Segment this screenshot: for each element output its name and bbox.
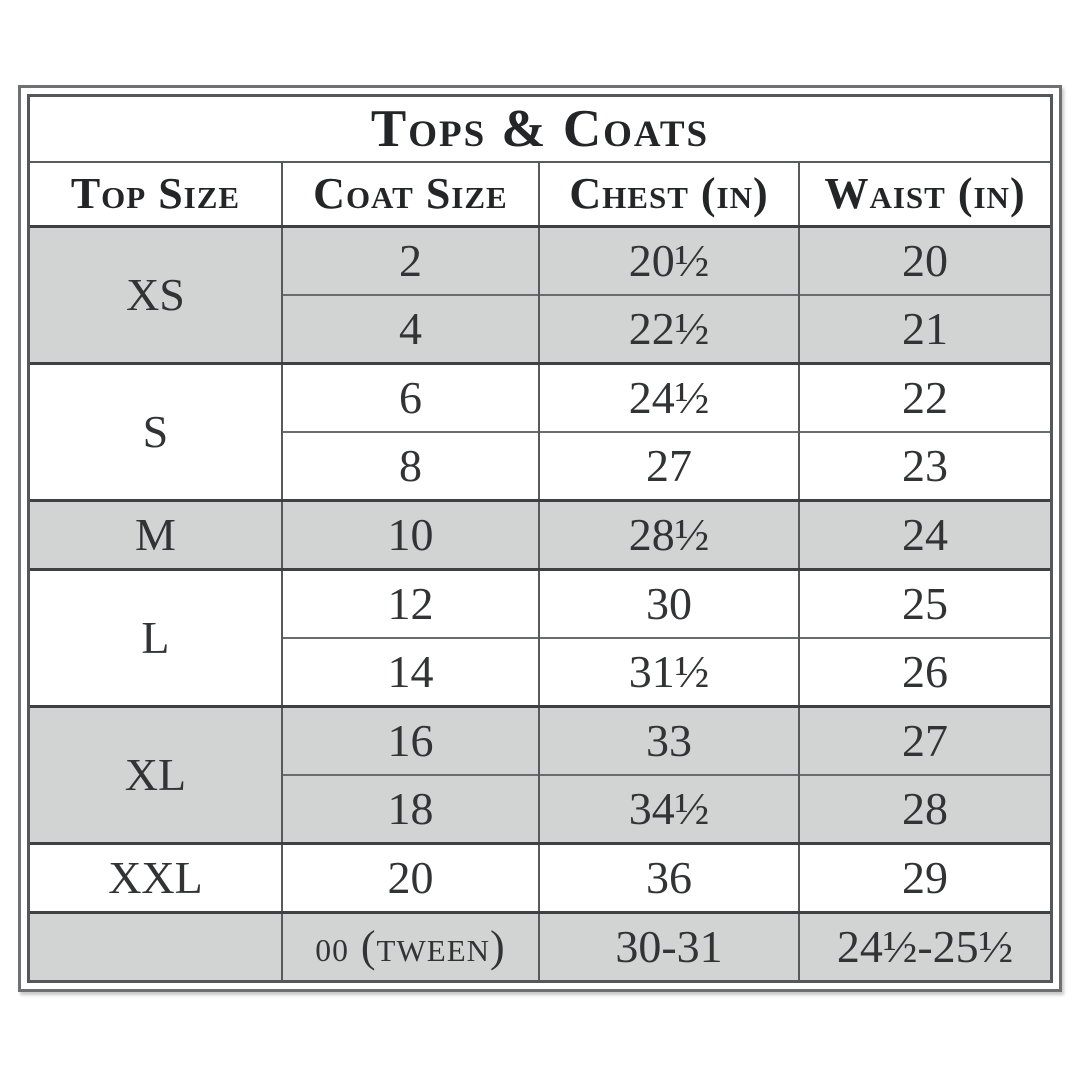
waist-cell: 29	[798, 842, 1050, 913]
chest-cell: 20½	[537, 225, 800, 295]
chart-outer-frame: Tops & Coats Top Size Coat Size Chest (i…	[18, 85, 1062, 992]
coat-size-cell: 8	[280, 431, 539, 501]
table-row: M 10 28½ 24	[30, 499, 1050, 570]
chest-cell: 24½	[537, 362, 800, 432]
coat-size-cell: 10	[280, 499, 539, 570]
column-header-waist: Waist (in)	[798, 162, 1050, 228]
top-size-cell: XS	[30, 225, 282, 364]
waist-cell: 23	[798, 431, 1050, 501]
top-size-cell: XXL	[30, 842, 282, 913]
top-size-cell: M	[30, 499, 282, 570]
top-size-cell: L	[30, 568, 282, 707]
coat-size-cell: 2	[280, 225, 539, 295]
chest-cell: 31½	[537, 637, 800, 707]
waist-cell: 22	[798, 362, 1050, 432]
table-row: 8 27 23	[30, 431, 1050, 501]
top-size-cell	[30, 911, 282, 980]
coat-size-cell: 12	[280, 568, 539, 638]
table-row: XL 16 33 27	[30, 705, 1050, 844]
column-header-chest: Chest (in)	[537, 162, 800, 228]
table-row: L 12 30 25	[30, 568, 1050, 707]
waist-cell: 28	[798, 774, 1050, 844]
chest-cell: 33	[537, 705, 800, 775]
chest-cell: 28½	[537, 499, 800, 570]
chart-title: Tops & Coats	[30, 97, 1050, 163]
waist-cell: 25	[798, 568, 1050, 638]
top-size-cell: XL	[30, 705, 282, 844]
waist-cell: 24½-25½	[798, 911, 1050, 980]
top-size-cell: S	[30, 362, 282, 501]
coat-size-cell: 6	[280, 362, 539, 432]
chest-cell: 22½	[537, 294, 800, 364]
coat-size-cell: 16	[280, 705, 539, 775]
coat-size-cell: 14	[280, 637, 539, 707]
table-row: 18 34½ 28	[30, 774, 1050, 844]
table-row: XXL 20 36 29	[30, 842, 1050, 913]
size-chart-table: Tops & Coats Top Size Coat Size Chest (i…	[30, 97, 1050, 980]
coat-size-cell: 00 (tween)	[280, 911, 539, 980]
table-row: XS 2 20½ 20	[30, 225, 1050, 364]
table-row: 00 (tween) 30-31 24½-25½	[30, 911, 1050, 980]
table-row: S 6 24½ 22	[30, 362, 1050, 501]
chest-cell: 27	[537, 431, 800, 501]
waist-cell: 20	[798, 225, 1050, 295]
chest-cell: 30	[537, 568, 800, 638]
chest-cell: 36	[537, 842, 800, 913]
tween-size-value: 00	[315, 933, 349, 968]
header-row: Top Size Coat Size Chest (in) Waist (in)	[30, 162, 1050, 228]
chest-cell: 34½	[537, 774, 800, 844]
tween-size-label: (tween)	[348, 922, 506, 971]
column-header-top-size: Top Size	[30, 162, 282, 228]
table-row: 14 31½ 26	[30, 637, 1050, 707]
chest-cell: 30-31	[537, 911, 800, 980]
waist-cell: 24	[798, 499, 1050, 570]
table-row: 4 22½ 21	[30, 294, 1050, 364]
title-row: Tops & Coats	[30, 97, 1050, 163]
coat-size-cell: 20	[280, 842, 539, 913]
waist-cell: 27	[798, 705, 1050, 775]
waist-cell: 21	[798, 294, 1050, 364]
column-header-coat-size: Coat Size	[280, 162, 539, 228]
waist-cell: 26	[798, 637, 1050, 707]
coat-size-cell: 18	[280, 774, 539, 844]
coat-size-cell: 4	[280, 294, 539, 364]
chart-inner-frame: Tops & Coats Top Size Coat Size Chest (i…	[27, 94, 1053, 983]
